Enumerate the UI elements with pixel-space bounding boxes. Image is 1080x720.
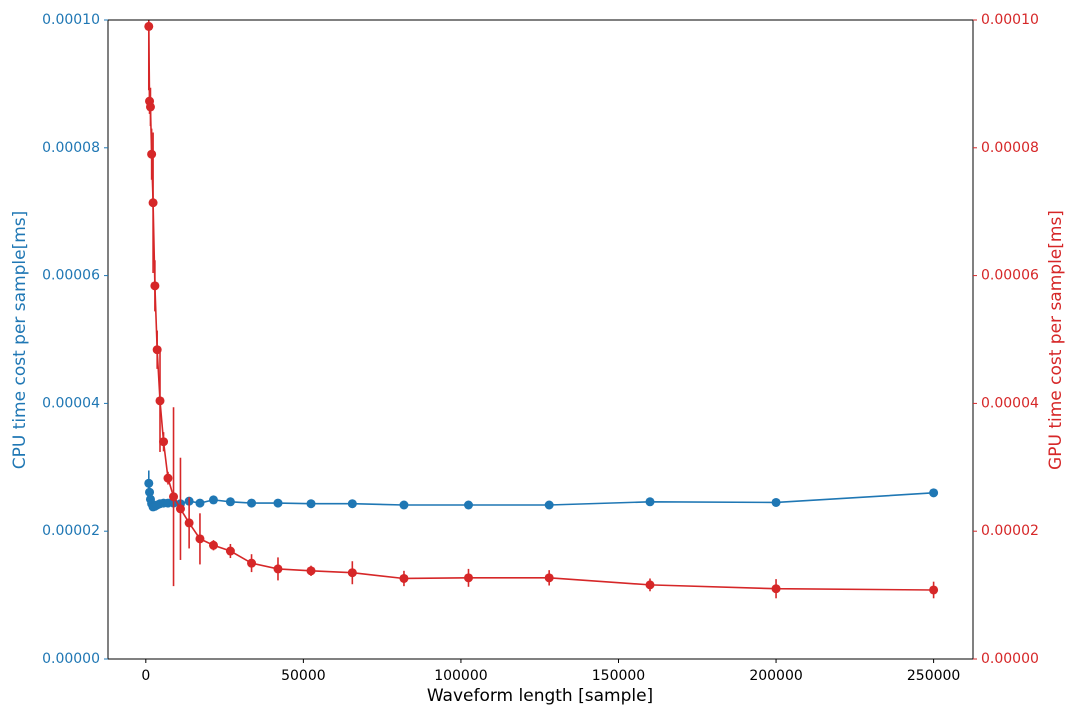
x-tick-label: 150000 [592, 668, 645, 684]
data-point [225, 497, 235, 507]
x-axis-label: Waveform length [sample] [427, 686, 653, 706]
data-point [208, 540, 218, 550]
data-point [147, 149, 157, 159]
data-point [771, 497, 781, 507]
data-point [273, 564, 283, 574]
y2-tick-label: 0.00010 [981, 12, 1039, 28]
y-tick-label: 0.00000 [42, 651, 100, 667]
data-point [208, 495, 218, 505]
data-point [163, 473, 173, 483]
data-point [306, 566, 316, 576]
data-point [150, 281, 160, 291]
y2-tick-label: 0.00000 [981, 651, 1039, 667]
y-tick-label: 0.00004 [42, 395, 100, 411]
data-point [929, 488, 939, 498]
x-tick-label: 50000 [281, 668, 326, 684]
data-point [929, 585, 939, 595]
data-point [152, 345, 162, 355]
data-point [347, 499, 357, 509]
data-point [169, 492, 179, 502]
data-point [463, 500, 473, 510]
data-point [645, 497, 655, 507]
data-point [144, 478, 154, 488]
data-point [347, 568, 357, 578]
x-tick-label: 250000 [907, 668, 960, 684]
plot-frame [107, 19, 974, 660]
series-line [147, 483, 934, 508]
y2-tick-label: 0.00008 [981, 140, 1039, 156]
data-point [306, 499, 316, 509]
y-tick-label: 0.00008 [42, 140, 100, 156]
y2-axis-label: GPU time cost per sample[ms] [1046, 210, 1066, 470]
data-point [148, 198, 158, 208]
data-point [145, 102, 155, 112]
data-point [155, 396, 165, 406]
data-point [247, 498, 257, 508]
data-point [159, 437, 169, 447]
y-axis-label: CPU time cost per sample[ms] [10, 211, 30, 470]
data-point [399, 500, 409, 510]
data-point [225, 546, 235, 556]
data-point [273, 498, 283, 508]
x-tick-label: 0 [141, 668, 150, 684]
y-tick-label: 0.00010 [42, 12, 100, 28]
data-point [399, 573, 409, 583]
y2-tick-label: 0.00002 [981, 523, 1039, 539]
x-tick-label: 200000 [749, 668, 802, 684]
data-point [645, 580, 655, 590]
data-point [463, 573, 473, 583]
data-point [184, 518, 194, 528]
y-tick-label: 0.00006 [42, 268, 100, 284]
y2-tick-label: 0.00006 [981, 268, 1039, 284]
data-point [175, 504, 185, 514]
data-point [195, 534, 205, 544]
plot-area [144, 20, 939, 599]
data-point [195, 498, 205, 508]
data-point [247, 558, 257, 568]
x-tick-label: 100000 [434, 668, 487, 684]
y2-tick-label: 0.00004 [981, 395, 1039, 411]
y-tick-label: 0.00002 [42, 523, 100, 539]
data-point [544, 573, 554, 583]
data-point [544, 500, 554, 510]
data-point [144, 21, 154, 31]
data-point [771, 584, 781, 594]
data-point [145, 487, 155, 497]
